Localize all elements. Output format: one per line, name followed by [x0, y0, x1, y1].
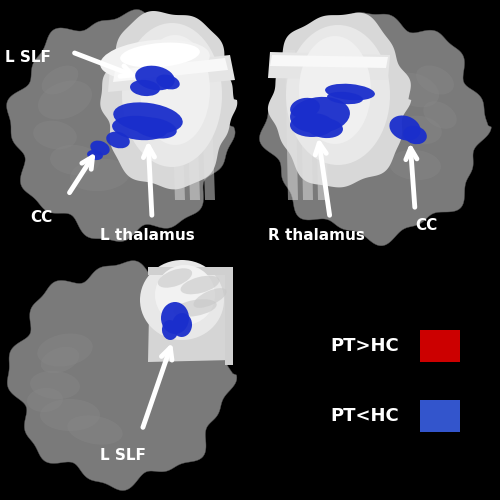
Ellipse shape — [290, 113, 334, 137]
Ellipse shape — [112, 116, 168, 140]
Ellipse shape — [38, 334, 92, 366]
Ellipse shape — [307, 118, 343, 138]
Text: PT<HC: PT<HC — [330, 407, 399, 425]
FancyBboxPatch shape — [420, 330, 460, 362]
Ellipse shape — [68, 416, 122, 444]
Ellipse shape — [38, 80, 92, 120]
Ellipse shape — [194, 288, 226, 308]
Ellipse shape — [174, 299, 216, 317]
Text: L thalamus: L thalamus — [100, 228, 195, 243]
Ellipse shape — [100, 40, 210, 80]
Polygon shape — [185, 50, 200, 200]
Polygon shape — [108, 55, 235, 92]
Ellipse shape — [70, 159, 130, 191]
Ellipse shape — [389, 150, 441, 180]
Ellipse shape — [161, 302, 189, 334]
Ellipse shape — [156, 74, 180, 90]
Ellipse shape — [140, 35, 210, 145]
Text: CC: CC — [30, 210, 52, 225]
Polygon shape — [7, 260, 237, 490]
Ellipse shape — [33, 120, 77, 150]
Ellipse shape — [155, 265, 215, 325]
Polygon shape — [148, 268, 232, 362]
Polygon shape — [315, 50, 328, 200]
Ellipse shape — [122, 23, 222, 167]
Ellipse shape — [27, 388, 63, 412]
Text: L SLF: L SLF — [5, 50, 51, 66]
Polygon shape — [100, 11, 237, 190]
Ellipse shape — [299, 36, 371, 144]
Ellipse shape — [90, 140, 110, 156]
Ellipse shape — [140, 260, 224, 340]
Ellipse shape — [120, 42, 200, 68]
Polygon shape — [268, 13, 411, 188]
Text: PT>HC: PT>HC — [330, 337, 399, 355]
Polygon shape — [6, 10, 235, 241]
Ellipse shape — [41, 347, 79, 373]
Ellipse shape — [114, 102, 182, 134]
Ellipse shape — [135, 66, 175, 90]
Ellipse shape — [391, 72, 439, 108]
Polygon shape — [260, 12, 492, 246]
Ellipse shape — [130, 80, 160, 96]
Ellipse shape — [30, 371, 80, 399]
Polygon shape — [170, 50, 185, 200]
Ellipse shape — [290, 97, 350, 133]
Ellipse shape — [290, 98, 320, 118]
Ellipse shape — [180, 276, 220, 294]
Polygon shape — [268, 52, 390, 80]
Ellipse shape — [50, 145, 100, 175]
Ellipse shape — [87, 150, 103, 160]
Ellipse shape — [172, 313, 192, 337]
Ellipse shape — [325, 84, 375, 100]
Text: L SLF: L SLF — [100, 448, 146, 463]
Ellipse shape — [327, 92, 363, 104]
Ellipse shape — [286, 25, 390, 165]
Ellipse shape — [42, 66, 78, 94]
Ellipse shape — [390, 116, 420, 140]
Polygon shape — [300, 50, 313, 200]
Polygon shape — [200, 50, 215, 200]
Ellipse shape — [416, 66, 454, 94]
Polygon shape — [285, 50, 298, 200]
Ellipse shape — [162, 320, 178, 340]
Polygon shape — [113, 58, 228, 82]
FancyBboxPatch shape — [420, 400, 460, 432]
Ellipse shape — [424, 102, 456, 128]
Ellipse shape — [403, 126, 427, 144]
Polygon shape — [148, 267, 232, 275]
Ellipse shape — [106, 132, 130, 148]
Polygon shape — [270, 55, 388, 68]
Ellipse shape — [158, 268, 192, 287]
Text: CC: CC — [415, 218, 437, 233]
Polygon shape — [225, 267, 233, 365]
Ellipse shape — [134, 118, 176, 139]
Text: R thalamus: R thalamus — [268, 228, 365, 243]
Ellipse shape — [398, 116, 442, 144]
Ellipse shape — [40, 399, 100, 431]
